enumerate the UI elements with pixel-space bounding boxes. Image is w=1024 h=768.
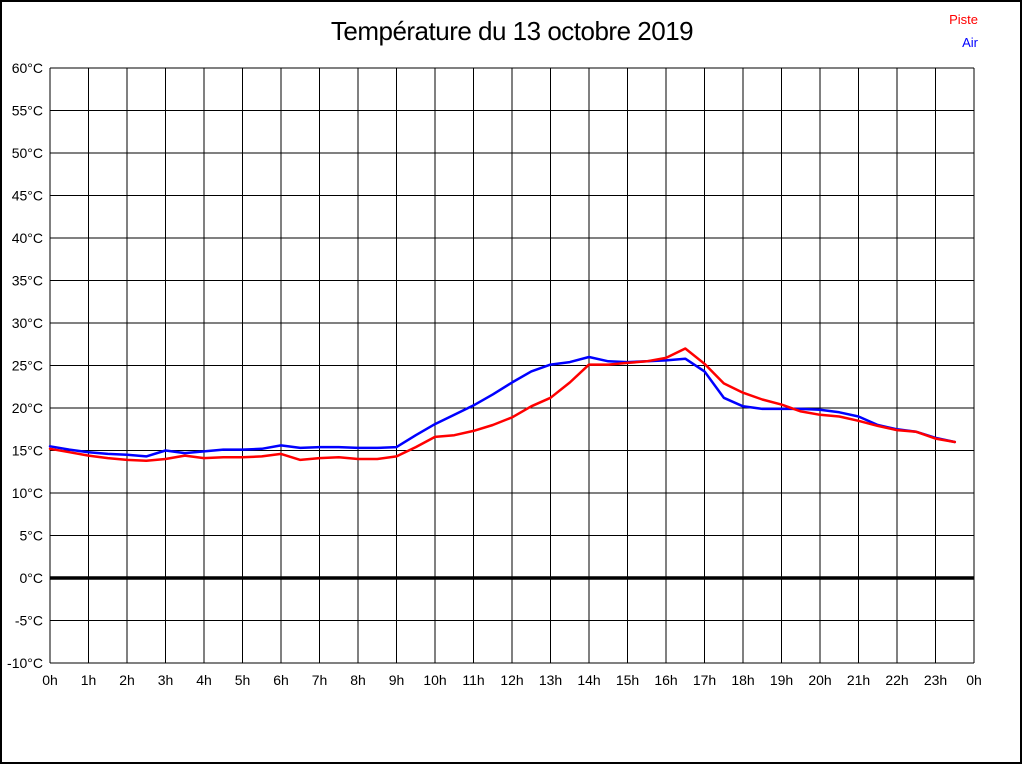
x-tick-label: 18h <box>731 672 754 688</box>
y-tick-label: 30°C <box>12 315 43 331</box>
series-line-air <box>48 355 957 458</box>
y-tick-label: 20°C <box>12 400 43 416</box>
y-tick-label: 45°C <box>12 188 43 204</box>
x-tick-label: 3h <box>158 672 174 688</box>
x-tick-label: 17h <box>693 672 716 688</box>
y-tick-label: 25°C <box>12 358 43 374</box>
x-tick-label: 1h <box>81 672 97 688</box>
x-tick-label: 2h <box>119 672 135 688</box>
x-tick-label: 19h <box>770 672 793 688</box>
x-tick-label: 0h <box>42 672 58 688</box>
x-tick-label: 10h <box>423 672 446 688</box>
legend-item-piste: Piste <box>949 8 978 31</box>
x-tick-label: 15h <box>616 672 639 688</box>
y-tick-label: -10°C <box>7 655 43 671</box>
x-tick-label: 12h <box>500 672 523 688</box>
x-tick-label: 23h <box>924 672 947 688</box>
y-tick-label: 60°C <box>12 60 43 76</box>
y-tick-label: -5°C <box>15 613 43 629</box>
x-tick-label: 11h <box>462 672 484 688</box>
legend-label-piste: Piste <box>949 12 978 27</box>
y-tick-label: 40°C <box>12 230 43 246</box>
x-tick-label: 7h <box>312 672 328 688</box>
y-tick-label: 5°C <box>20 528 44 544</box>
x-tick-label: 6h <box>273 672 289 688</box>
x-tick-label: 8h <box>350 672 366 688</box>
x-tick-label: 9h <box>389 672 405 688</box>
legend-item-air: Air <box>949 31 978 54</box>
legend-label-air: Air <box>962 35 978 50</box>
x-tick-label: 22h <box>885 672 908 688</box>
x-tick-label: 16h <box>654 672 677 688</box>
x-tick-label: 14h <box>577 672 600 688</box>
legend: Piste Air <box>949 8 978 54</box>
x-tick-label: 4h <box>196 672 212 688</box>
y-tick-label: 10°C <box>12 485 43 501</box>
chart-title: Température du 13 octobre 2019 <box>330 16 694 46</box>
x-tick-label: 21h <box>847 672 870 688</box>
series-line-piste <box>48 347 957 462</box>
x-tick-label: 0h <box>966 672 982 688</box>
y-tick-label: 15°C <box>12 443 43 459</box>
y-tick-label: 35°C <box>12 273 43 289</box>
y-tick-label: 50°C <box>12 145 43 161</box>
y-tick-label: 55°C <box>12 103 43 119</box>
x-tick-label: 13h <box>539 672 562 688</box>
x-tick-label: 5h <box>235 672 251 688</box>
x-tick-label: 20h <box>808 672 831 688</box>
y-tick-label: 0°C <box>20 570 44 586</box>
